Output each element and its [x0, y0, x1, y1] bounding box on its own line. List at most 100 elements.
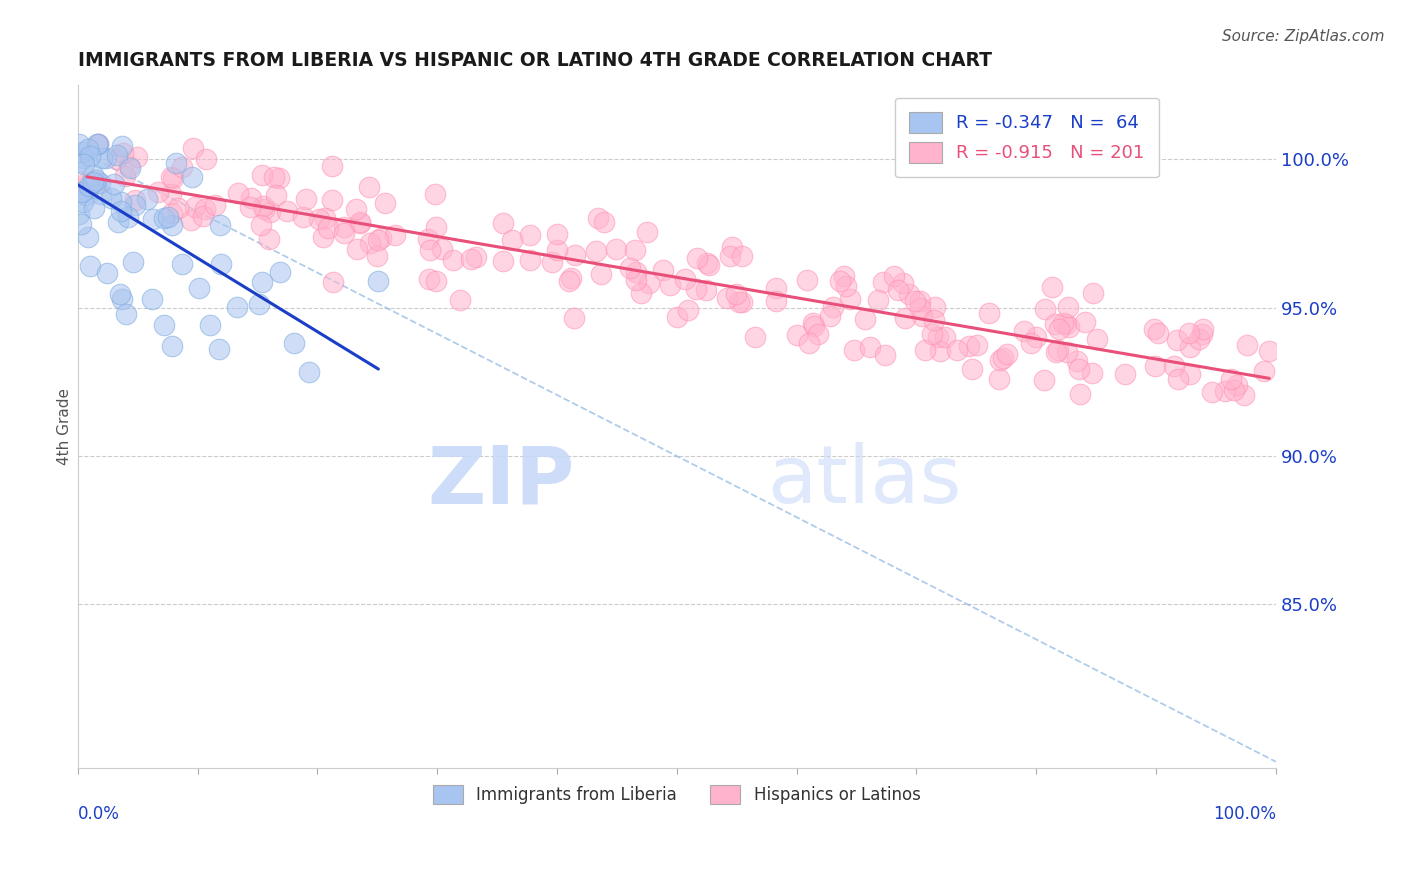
Point — [89, 176, 111, 190]
Point — [1067, 362, 1090, 376]
Point — [115, 307, 138, 321]
Point — [67, 186, 90, 200]
Point — [384, 227, 406, 242]
Point — [180, 212, 202, 227]
Point — [1233, 388, 1256, 402]
Point — [626, 265, 648, 279]
Point — [1144, 359, 1167, 373]
Point — [374, 196, 396, 211]
Point — [316, 221, 339, 235]
Point — [934, 330, 956, 344]
Point — [1066, 353, 1088, 368]
Point — [72, 157, 94, 171]
Point — [1213, 384, 1236, 398]
Point — [1201, 385, 1223, 400]
Point — [156, 210, 179, 224]
Point — [946, 343, 969, 358]
Point — [226, 300, 249, 314]
Point — [257, 232, 280, 246]
Point — [441, 253, 464, 268]
Point — [492, 216, 515, 230]
Point — [927, 330, 949, 344]
Point — [117, 211, 139, 225]
Point — [1057, 320, 1080, 334]
Point — [247, 297, 270, 311]
Point — [997, 347, 1019, 361]
Point — [449, 293, 471, 308]
Point — [252, 275, 274, 289]
Point — [560, 271, 582, 285]
Point — [966, 338, 988, 352]
Point — [914, 343, 936, 358]
Point — [911, 309, 934, 323]
Point — [100, 191, 122, 205]
Point — [105, 147, 128, 161]
Point — [540, 254, 562, 268]
Point — [546, 243, 568, 257]
Point — [239, 201, 262, 215]
Point — [423, 186, 446, 201]
Point — [1054, 317, 1077, 331]
Point — [558, 274, 581, 288]
Point — [181, 170, 204, 185]
Point — [988, 353, 1011, 368]
Point — [883, 268, 905, 283]
Point — [269, 171, 291, 186]
Point — [344, 202, 367, 216]
Point — [252, 199, 274, 213]
Point — [295, 192, 318, 206]
Point — [124, 193, 146, 207]
Point — [349, 214, 371, 228]
Point — [172, 161, 194, 175]
Point — [586, 211, 609, 225]
Point — [76, 175, 98, 189]
Point — [697, 258, 720, 272]
Point — [823, 300, 845, 314]
Point — [988, 372, 1011, 386]
Point — [744, 330, 766, 344]
Point — [1032, 373, 1054, 387]
Point — [77, 142, 100, 156]
Point — [77, 178, 100, 193]
Point — [79, 149, 101, 163]
Point — [1188, 332, 1211, 346]
Point — [799, 336, 821, 351]
Point — [718, 249, 741, 263]
Point — [209, 257, 232, 271]
Point — [1056, 344, 1078, 359]
Point — [170, 257, 193, 271]
Point — [366, 249, 388, 263]
Point — [118, 159, 141, 173]
Point — [1033, 302, 1056, 317]
Point — [638, 277, 661, 291]
Point — [1025, 330, 1047, 344]
Point — [695, 283, 717, 297]
Point — [249, 218, 271, 232]
Point — [922, 313, 945, 327]
Point — [84, 173, 107, 187]
Point — [308, 211, 330, 226]
Point — [1056, 300, 1078, 314]
Point — [87, 137, 110, 152]
Y-axis label: 4th Grade: 4th Grade — [58, 388, 72, 465]
Point — [1146, 326, 1168, 340]
Point — [122, 255, 145, 269]
Point — [314, 211, 336, 226]
Point — [842, 343, 865, 357]
Point — [111, 146, 134, 161]
Point — [765, 294, 787, 309]
Point — [94, 151, 117, 165]
Point — [724, 286, 747, 301]
Point — [605, 242, 627, 256]
Point — [110, 204, 132, 219]
Point — [159, 186, 181, 201]
Text: 100.0%: 100.0% — [1213, 805, 1277, 823]
Point — [796, 273, 818, 287]
Point — [72, 151, 94, 165]
Point — [76, 229, 98, 244]
Point — [1253, 364, 1275, 378]
Point — [86, 137, 108, 152]
Point — [184, 200, 207, 214]
Point — [519, 252, 541, 267]
Point — [460, 252, 482, 266]
